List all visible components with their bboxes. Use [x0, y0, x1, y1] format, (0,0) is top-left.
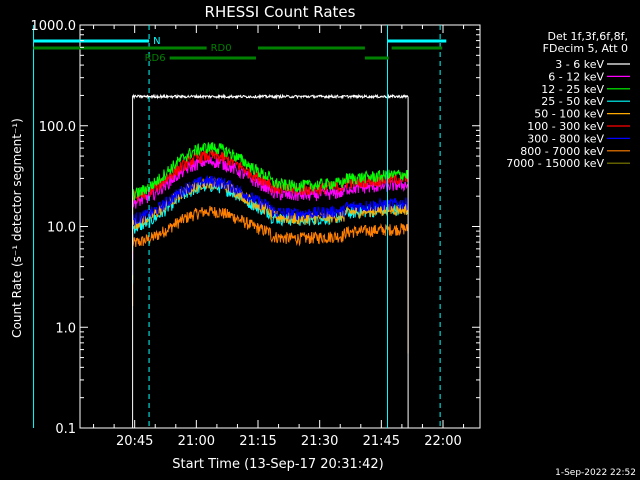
x-tick-label: 21:30: [301, 434, 338, 449]
series-line: [132, 142, 409, 252]
legend-label: 50 - 100 keV: [534, 108, 604, 121]
y-tick-label: 100.0: [39, 120, 76, 135]
x-tick-label: 22:00: [424, 434, 461, 449]
footer-date: 1-Sep-2022 22:52: [555, 468, 636, 478]
legend-label: 100 - 300 keV: [527, 120, 604, 133]
x-tick-label: 21:45: [363, 434, 400, 449]
attenuator-label: N: [153, 36, 160, 47]
series-line: [132, 93, 409, 428]
y-axis-label: Count Rate (s⁻¹ detector segment⁻¹): [10, 118, 24, 338]
legend-label: 6 - 12 keV: [548, 70, 604, 83]
legend-label: 12 - 25 keV: [541, 83, 604, 96]
y-axis: 0.1 1.0 10.0 100.0 1000.0: [31, 19, 480, 437]
attenuator-label: RD0: [211, 43, 232, 54]
series-line: [132, 175, 409, 275]
y-tick-label: 0.1: [55, 422, 76, 437]
series-lines: [132, 93, 409, 428]
y-tick-label: 1000.0: [31, 19, 77, 34]
legend-header-2: FDecim 5, Att 0: [543, 42, 628, 55]
attenuator-bars: N RD0 RD6: [33, 36, 447, 64]
x-tick-label: 20:45: [116, 434, 153, 449]
attenuator-label: RD6: [145, 53, 166, 64]
orbit-markers: [33, 25, 441, 428]
legend-header-1: Det 1f,3f,6f,8f,: [547, 30, 628, 43]
x-tick-label: 21:15: [239, 434, 276, 449]
legend-label: 300 - 800 keV: [527, 132, 604, 145]
chart-title: RHESSI Count Rates: [205, 3, 356, 21]
x-axis: 20:45 21:00 21:15 21:30 21:45 22:00: [93, 25, 465, 449]
series-line: [132, 205, 409, 354]
y-tick-label: 10.0: [47, 221, 76, 236]
series-line: [132, 149, 409, 254]
x-tick-label: 21:00: [178, 434, 215, 449]
legend-label: 800 - 7000 keV: [520, 145, 604, 158]
legend-label: 7000 - 15000 keV: [506, 157, 604, 170]
x-axis-label: Start Time (13-Sep-17 20:31:42): [172, 457, 383, 472]
legend-label: 3 - 6 keV: [555, 58, 604, 71]
legend-label: 25 - 50 keV: [541, 95, 604, 108]
legend: Det 1f,3f,6f,8f, FDecim 5, Att 0 3 - 6 k…: [506, 30, 630, 170]
y-tick-label: 1.0: [55, 321, 76, 336]
